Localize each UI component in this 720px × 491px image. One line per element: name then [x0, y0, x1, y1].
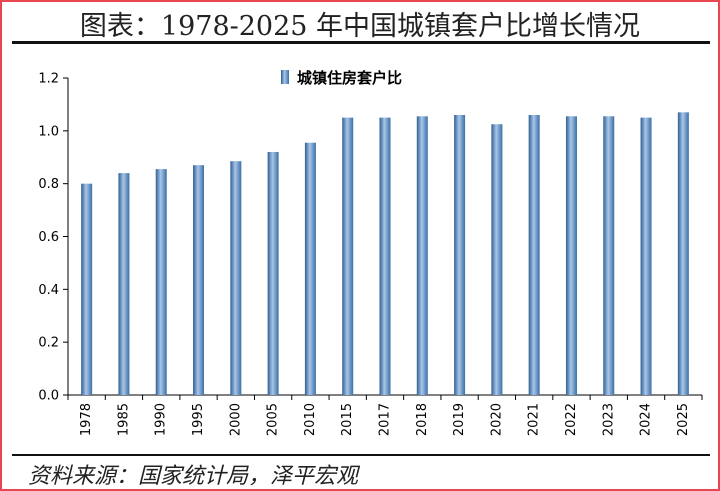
- bar-2019: [454, 114, 466, 395]
- legend-swatch: [281, 70, 289, 84]
- bar-2021: [528, 114, 540, 395]
- x-tick-label: 2019: [452, 403, 467, 436]
- x-tick-label: 2025: [676, 403, 691, 436]
- bar-2020: [491, 124, 503, 396]
- x-tick-labels: 1978 1985 1990 1995 2000 2005 2010 2015 2017 2018…: [79, 403, 691, 436]
- legend: 城镇住房套户比: [281, 69, 402, 87]
- y-tick-label: 0.2: [38, 336, 59, 351]
- legend-label: 城镇住房套户比: [297, 69, 402, 87]
- bar-2023: [603, 116, 615, 395]
- bar-2018: [416, 116, 428, 395]
- title-rule: [12, 41, 710, 44]
- y-tick-label: 0.4: [38, 283, 59, 298]
- x-tick-label: 2010: [303, 403, 318, 436]
- x-tick-label: 1995: [191, 403, 206, 436]
- bar-2017: [379, 117, 391, 395]
- y-tick-labels: 0.0 0.2 0.4 0.6 0.8 1.0 1.2: [38, 72, 59, 404]
- bar-2010: [304, 142, 316, 395]
- y-tick-label: 0.8: [38, 177, 59, 192]
- x-tick-label: 2015: [340, 403, 355, 436]
- source-note: 资料来源：国家统计局，泽平宏观: [28, 464, 359, 489]
- footer-rule: [12, 454, 710, 456]
- bar-chart: 1978 1985 1990 1995 2000 2005 2010 2015 2017 2018…: [38, 69, 703, 436]
- x-tick-label: 2018: [415, 403, 430, 436]
- y-tick-label: 0.0: [38, 389, 59, 404]
- x-tick-label: 1990: [154, 403, 169, 436]
- x-tick-label: 2024: [639, 403, 654, 436]
- x-tick-label: 1978: [79, 403, 94, 436]
- bar-1990: [155, 169, 167, 395]
- y-tick-label: 1.2: [38, 72, 59, 87]
- bar-2024: [640, 117, 652, 395]
- bar-2015: [342, 117, 354, 395]
- x-tick-label: 2017: [378, 403, 393, 436]
- x-tick-label: 2021: [527, 403, 542, 436]
- x-tick-label: 2000: [228, 403, 243, 436]
- bar-1995: [193, 165, 205, 395]
- page-title: 图表：1978-2025 年中国城镇套户比增长情况: [79, 11, 641, 42]
- x-tick-label: 2020: [489, 403, 504, 436]
- bar-2000: [230, 161, 242, 395]
- x-tick-label: 2023: [601, 403, 616, 436]
- x-tick-label: 1985: [116, 403, 131, 436]
- y-tick-label: 0.6: [38, 230, 59, 245]
- bar-1985: [118, 173, 130, 395]
- x-tick-label: 2005: [266, 403, 281, 436]
- bar-2005: [267, 151, 279, 395]
- bar-2022: [565, 116, 577, 395]
- y-tick-label: 1.0: [38, 124, 59, 139]
- bar-series: [81, 112, 689, 396]
- x-tick-label: 2022: [564, 403, 579, 436]
- bar-1978: [81, 183, 93, 395]
- bar-2025: [677, 112, 689, 395]
